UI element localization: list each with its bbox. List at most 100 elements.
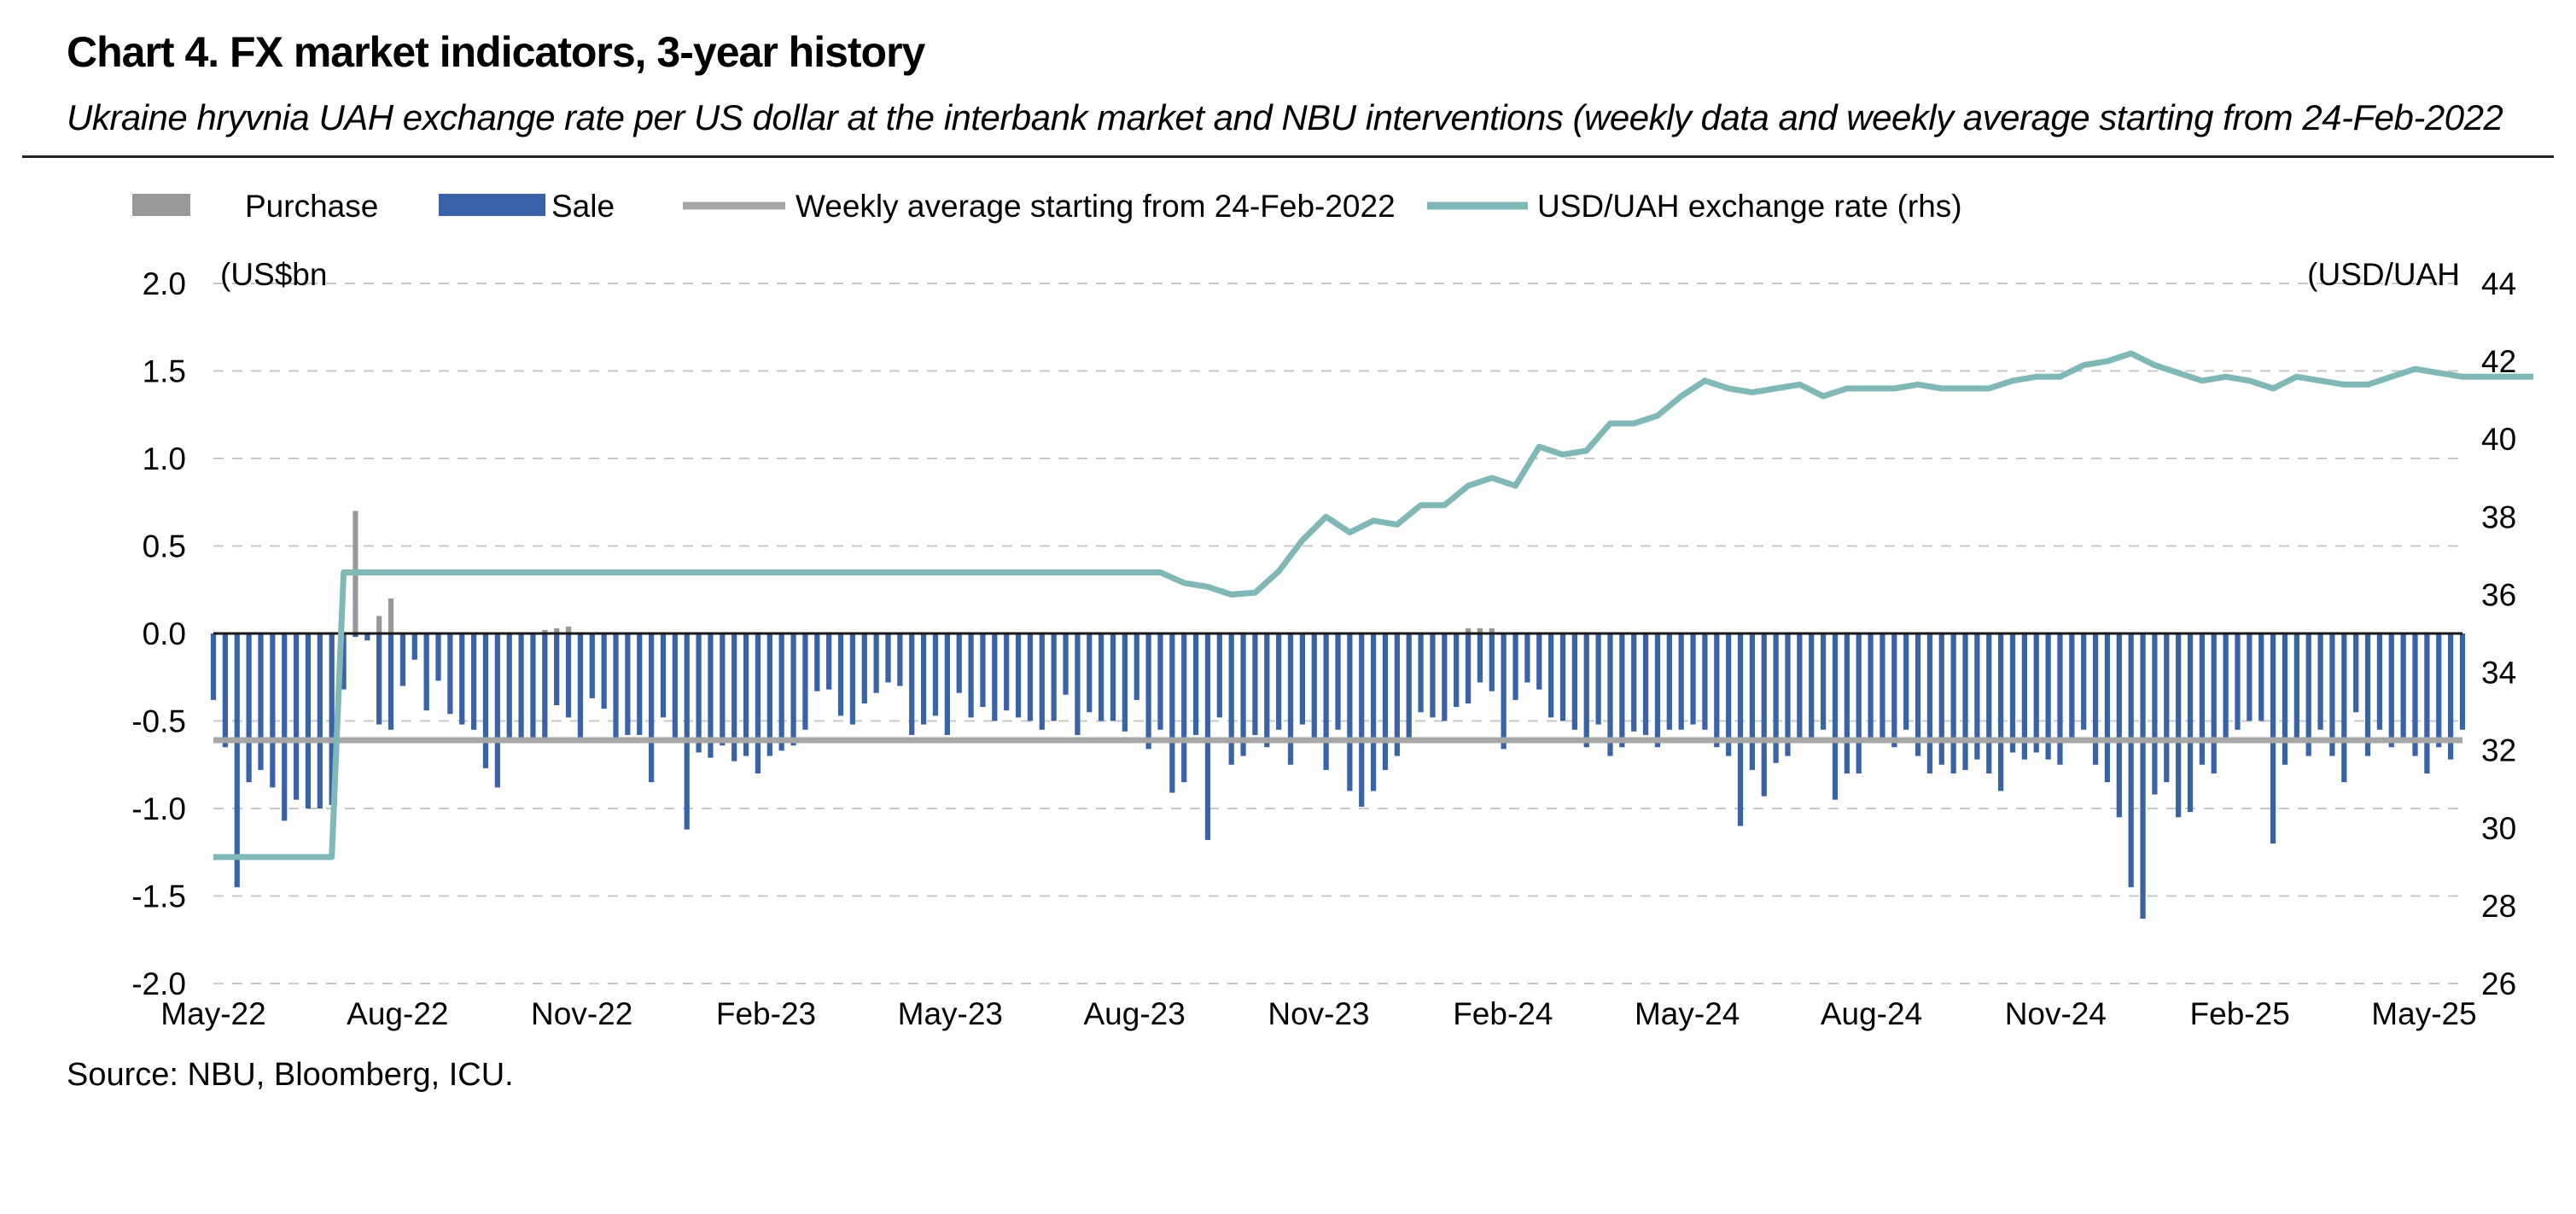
sale-bar	[1737, 633, 1744, 826]
sale-bar	[222, 633, 228, 748]
sale-bar	[1726, 633, 1732, 756]
y-axis-left: 2.0 1.5 1.0 0.5 0.0 -0.5 -1.0 -1.5 -2.0	[131, 266, 186, 1001]
sale-bar	[1382, 633, 1389, 770]
sale-bar	[684, 633, 690, 830]
sale-bar	[1252, 633, 1258, 735]
sale-bar	[1489, 633, 1495, 692]
x-tick-label: May-23	[898, 996, 1003, 1031]
sale-bar	[1394, 633, 1400, 756]
sale-bar	[1501, 633, 1507, 750]
legend-label-sale: Sale	[551, 189, 615, 224]
sale-bar	[1832, 633, 1839, 800]
sale-bar	[873, 633, 879, 693]
sale-bar	[1311, 633, 1317, 738]
y-left-tick-label: 0.0	[143, 616, 186, 651]
sale-bar	[625, 633, 631, 735]
y-axis-right: 44 42 40 38 36 34 32 30 28 26	[2481, 266, 2516, 1001]
sale-bar	[494, 633, 500, 788]
sale-bar	[470, 633, 477, 730]
sale-bar	[2187, 633, 2194, 813]
sale-bar	[1465, 633, 1472, 703]
sale-bar	[1642, 633, 1649, 735]
sale-bar	[613, 633, 619, 738]
sale-bar	[1844, 633, 1850, 773]
sale-bar	[1714, 633, 1720, 748]
sale-bar	[399, 633, 406, 686]
sale-bar	[885, 633, 891, 683]
sale-bar	[956, 633, 962, 693]
y-left-tick-label: 0.5	[143, 529, 186, 564]
x-tick-label: May-24	[1635, 996, 1740, 1031]
x-tick-label: Feb-25	[2190, 996, 2290, 1031]
sale-bar	[1938, 633, 1944, 765]
sale-bar	[1228, 633, 1234, 765]
sale-bar	[696, 633, 702, 753]
sale-bar	[1809, 633, 1815, 743]
sale-bar	[246, 633, 252, 783]
sale-bar	[554, 633, 560, 706]
sale-bar	[755, 633, 761, 773]
purchase-bar	[542, 629, 548, 633]
sale-bar	[861, 633, 867, 703]
sale-bar	[1702, 633, 1708, 730]
legend-label-average: Weekly average starting from 24-Feb-2022	[796, 189, 1396, 224]
sale-bar	[1619, 633, 1625, 748]
series-lines	[213, 350, 2534, 861]
sale-bar	[1891, 633, 1897, 748]
sale-bar	[932, 633, 939, 716]
sale-bar	[1430, 633, 1436, 718]
sale-bar	[1240, 633, 1246, 756]
x-tick-label: Aug-22	[347, 996, 448, 1031]
chart-subtitle: Ukraine hryvnia UAH exchange rate per US…	[67, 97, 2503, 137]
sale-bar	[2376, 633, 2383, 730]
sale-bar	[1192, 633, 1199, 735]
sale-bar	[731, 633, 737, 762]
sale-bar	[814, 633, 820, 692]
x-tick-label: May-22	[160, 996, 265, 1031]
sale-bar	[353, 633, 358, 638]
sale-bar	[837, 633, 844, 716]
source-note: Source: NBU, Bloomberg, ICU.	[67, 1057, 514, 1093]
sale-bar	[1418, 633, 1424, 713]
legend-swatch-purchase	[132, 194, 190, 216]
y-left-tick-label: 1.5	[143, 354, 186, 389]
sale-bar	[1087, 633, 1093, 713]
x-axis: May-22 Aug-22 Nov-22 Feb-23 May-23 Aug-23 Nov-…	[160, 996, 2476, 1031]
x-tick-label: Aug-24	[1821, 996, 1922, 1031]
sale-bar	[1134, 633, 1139, 700]
y-right-tick-label: 30	[2481, 811, 2516, 846]
sale-bar	[802, 633, 808, 730]
sale-bar	[1559, 633, 1566, 721]
sale-bar	[1761, 633, 1767, 797]
sale-bar	[2448, 633, 2454, 760]
sale-bar	[968, 633, 974, 718]
sale-bar	[920, 633, 927, 725]
sale-bar	[1406, 633, 1412, 738]
sale-bar	[388, 633, 394, 730]
fx-rate-line	[213, 350, 2534, 861]
sale-bar	[897, 633, 903, 686]
sale-bar	[293, 633, 300, 800]
sale-bar	[980, 633, 986, 708]
sale-bar	[1595, 633, 1601, 725]
sale-bar	[2199, 633, 2206, 765]
sale-bar	[1524, 633, 1530, 683]
sale-bar	[1264, 633, 1270, 748]
sale-bar	[826, 633, 832, 690]
sale-bar	[1204, 633, 1211, 840]
sale-bar	[766, 633, 772, 756]
sale-bar	[2164, 633, 2170, 783]
sale-bar	[447, 633, 453, 715]
sale-bar	[2235, 633, 2241, 730]
sale-bar	[364, 633, 370, 641]
sale-bar	[1145, 633, 1151, 750]
sale-bar	[1216, 633, 1222, 718]
sale-bar	[2388, 633, 2394, 748]
sale-bar	[376, 633, 382, 725]
sale-bar	[1299, 633, 1306, 725]
sale-bar	[589, 633, 595, 698]
sale-bar	[2459, 633, 2466, 730]
sale-bar	[708, 633, 714, 758]
sale-bar	[1442, 633, 1448, 721]
